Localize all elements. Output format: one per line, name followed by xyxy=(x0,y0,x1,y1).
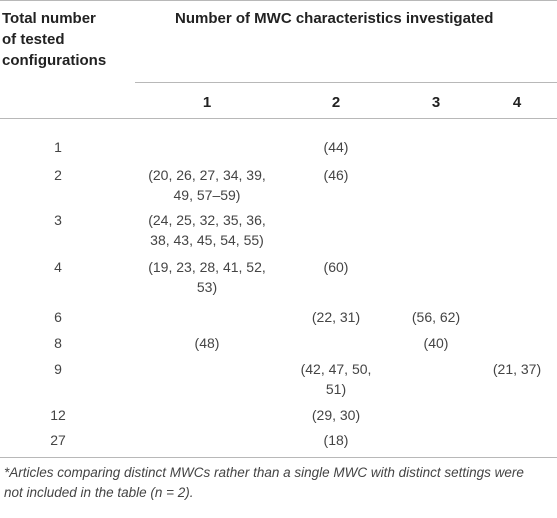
cell-col-2: (46) xyxy=(323,167,349,183)
row-total: 2 xyxy=(54,167,62,183)
cell-line: (19, 23, 28, 41, 52, xyxy=(148,259,266,275)
group-header-rule xyxy=(135,82,557,83)
characteristics-group-header: Number of MWC characteristics investigat… xyxy=(175,10,494,27)
row-total: 6 xyxy=(54,309,62,325)
cell-line: 53) xyxy=(196,279,218,295)
table-footnote: *Articles comparing distinct MWCs rather… xyxy=(4,463,554,503)
column-header-1: 1 xyxy=(202,94,212,111)
column-header-4: 4 xyxy=(512,94,522,111)
cell-col-3: (40) xyxy=(423,335,449,351)
table-bottom-rule xyxy=(0,457,557,458)
cell-col-2: (60) xyxy=(323,259,349,275)
row-total: 4 xyxy=(54,259,62,275)
row-total: 9 xyxy=(54,361,62,377)
cell-line: 51) xyxy=(325,381,347,397)
cell-col-3: (56, 62) xyxy=(411,309,461,325)
cell-line: (24, 25, 32, 35, 36, xyxy=(148,212,266,228)
cell-col-2: (18) xyxy=(323,432,349,448)
total-configurations-header: Total number of tested configurations xyxy=(2,8,142,71)
footnote-line-2: not included in the table (n = 2). xyxy=(4,485,194,500)
cell-col-1: (48) xyxy=(194,335,220,351)
table-top-rule xyxy=(0,0,557,1)
cell-col-2: (29, 30) xyxy=(311,407,361,423)
header-line-1: Total number xyxy=(2,10,96,27)
column-header-3: 3 xyxy=(431,94,441,111)
header-line-2: of tested xyxy=(2,31,65,48)
cell-col-1: (20, 26, 27, 34, 39, 49, 57–59) xyxy=(137,165,277,205)
header-line-3: configurations xyxy=(2,52,107,69)
footnote-line-1: *Articles comparing distinct MWCs rather… xyxy=(4,465,524,480)
row-total: 1 xyxy=(54,139,62,155)
cell-col-2: (22, 31) xyxy=(311,309,361,325)
cell-col-4: (21, 37) xyxy=(492,361,542,377)
cell-col-2: (44) xyxy=(323,139,349,155)
row-total: 12 xyxy=(50,407,66,423)
cell-col-1: (19, 23, 28, 41, 52, 53) xyxy=(137,257,277,297)
column-header-2: 2 xyxy=(331,94,341,111)
cell-line: (42, 47, 50, xyxy=(300,361,372,377)
header-bottom-rule xyxy=(0,118,557,119)
cell-line: (20, 26, 27, 34, 39, xyxy=(148,167,266,183)
cell-col-1: (24, 25, 32, 35, 36, 38, 43, 45, 54, 55) xyxy=(137,210,277,250)
cell-line: 49, 57–59) xyxy=(173,187,241,203)
cell-line: 38, 43, 45, 54, 55) xyxy=(150,232,264,248)
row-total: 3 xyxy=(54,212,62,228)
cell-col-2: (42, 47, 50, 51) xyxy=(286,359,386,399)
row-total: 27 xyxy=(50,432,66,448)
row-total: 8 xyxy=(54,335,62,351)
